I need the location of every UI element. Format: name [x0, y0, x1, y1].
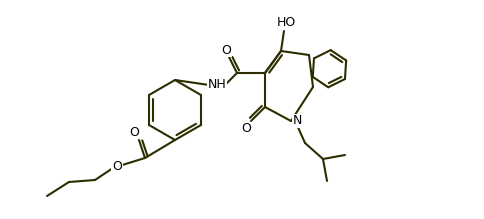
Text: O: O: [129, 125, 138, 138]
Text: O: O: [221, 44, 230, 57]
Text: HO: HO: [276, 16, 295, 28]
Text: N: N: [292, 115, 301, 127]
Text: NH: NH: [207, 78, 226, 92]
Text: O: O: [112, 161, 121, 173]
Text: O: O: [241, 122, 250, 136]
